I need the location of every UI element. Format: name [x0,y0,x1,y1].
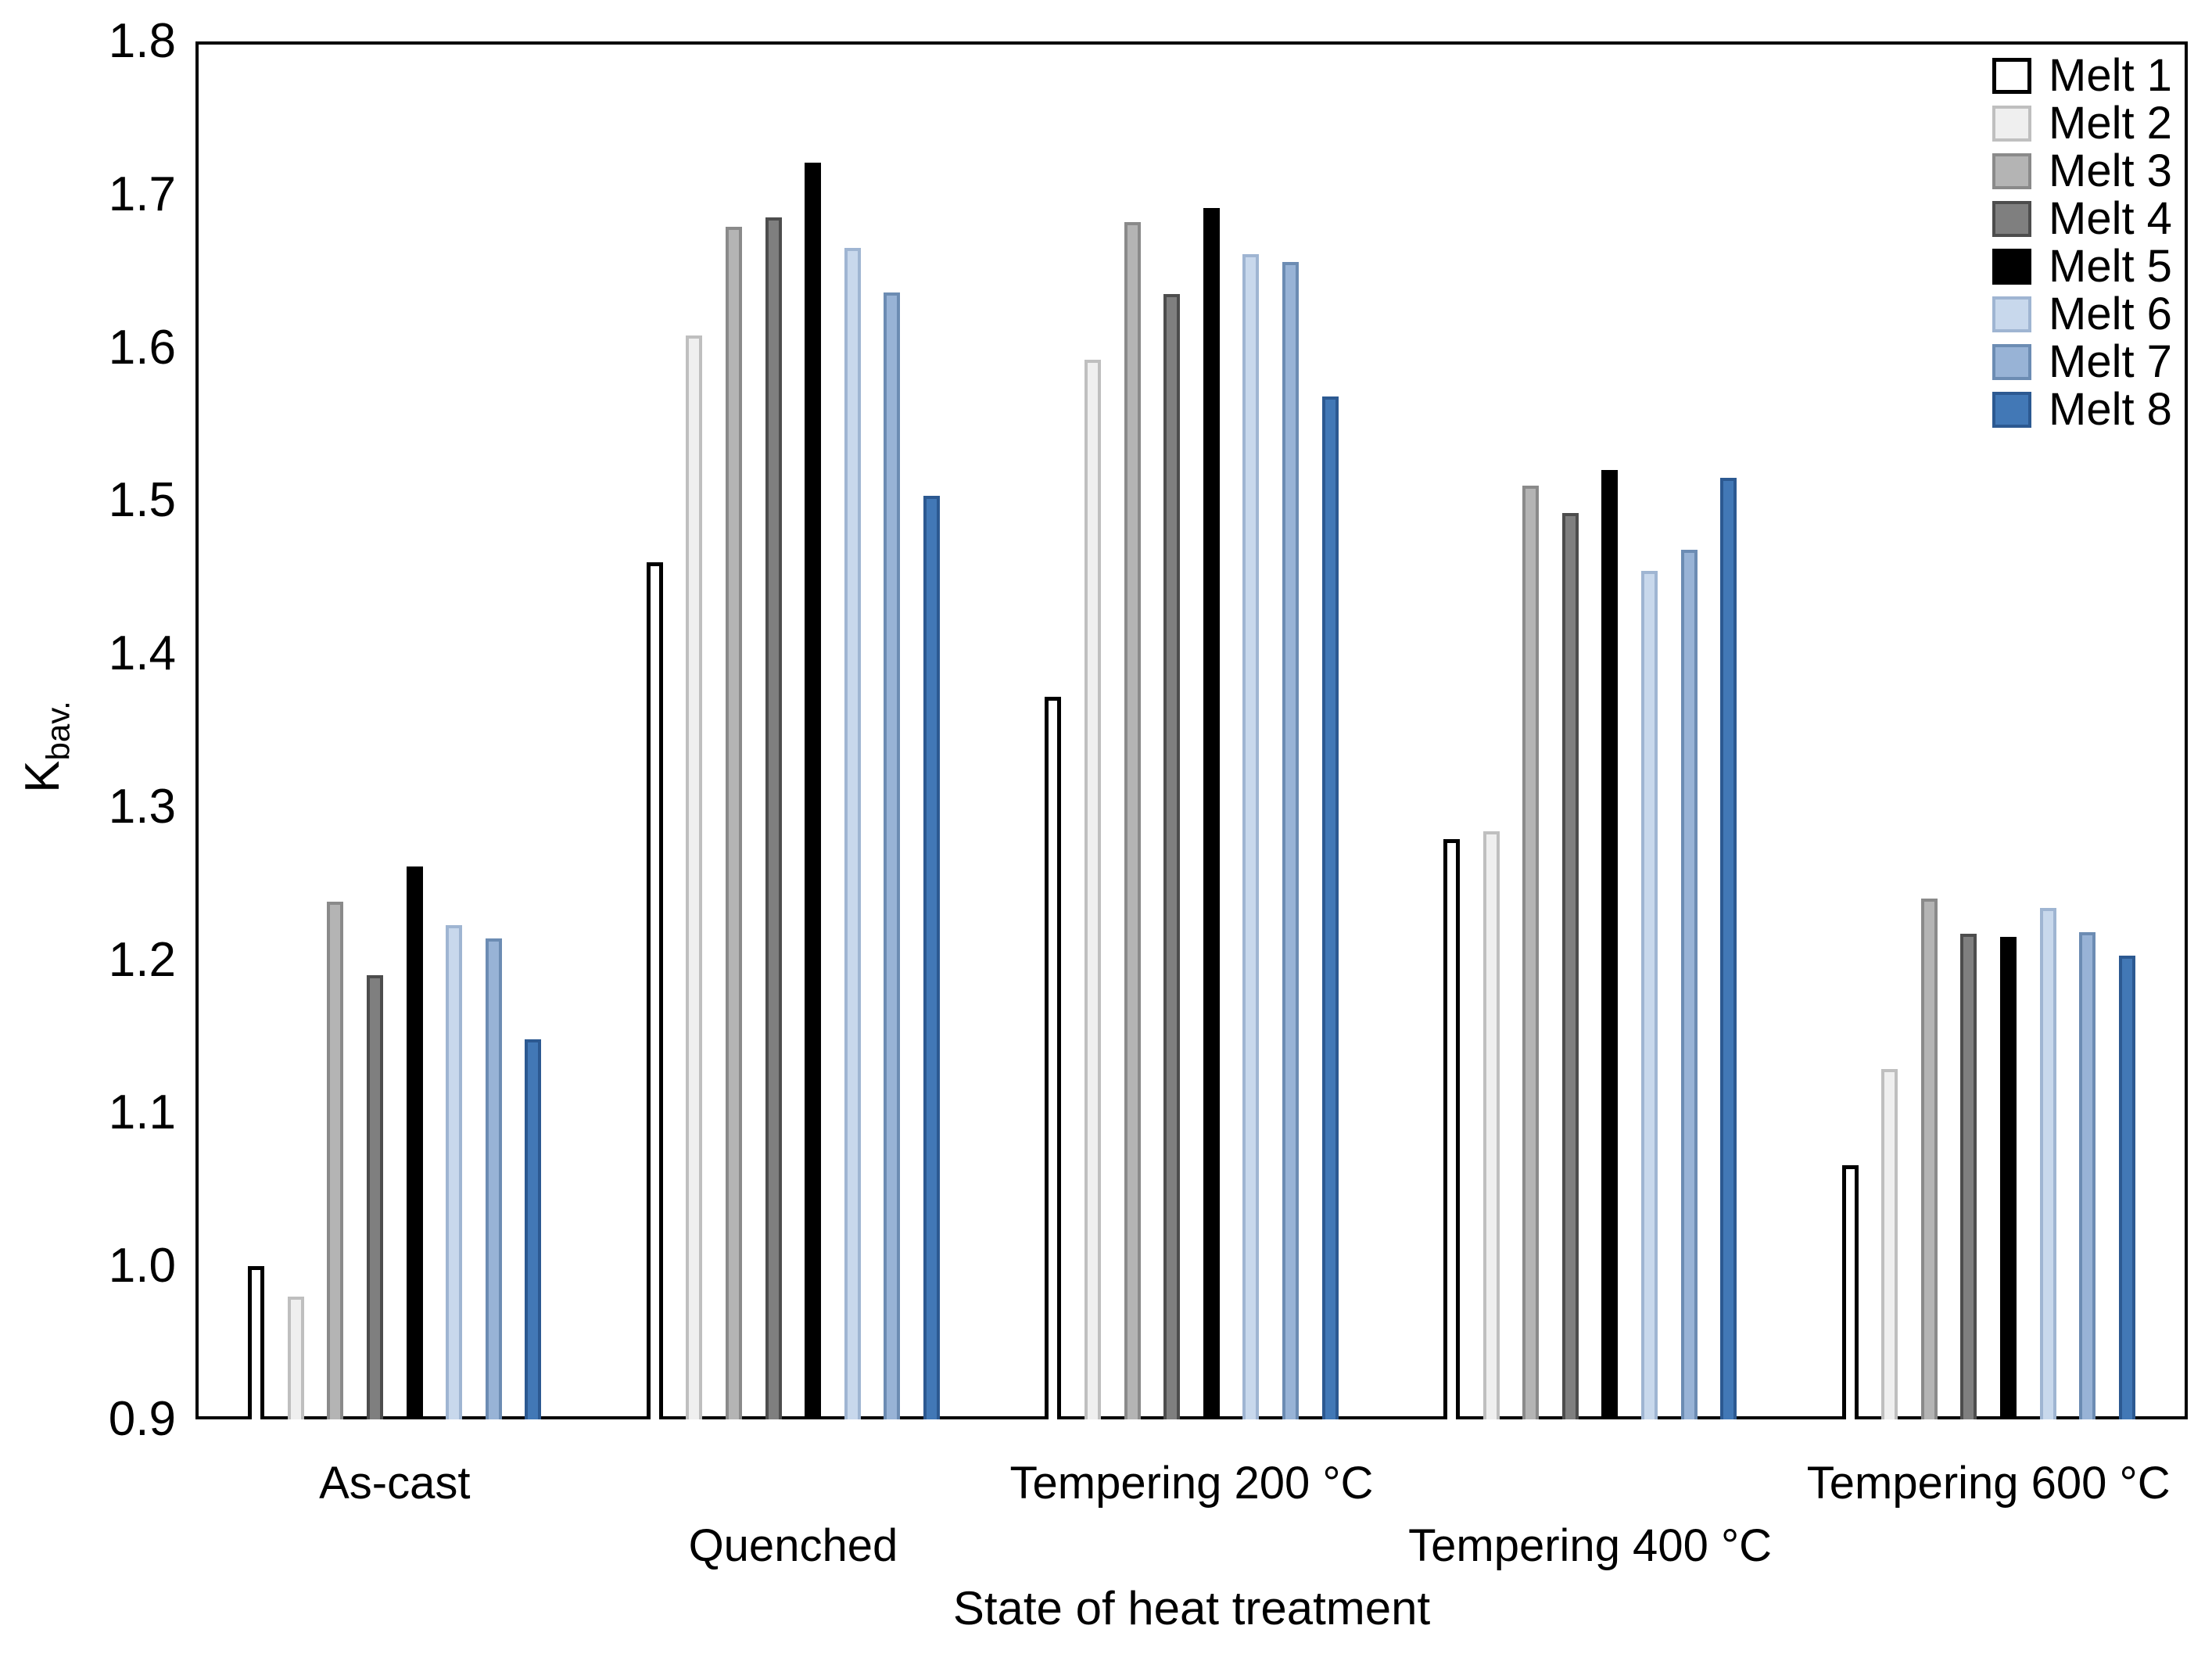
bar [1242,254,1259,1419]
bar [2079,932,2095,1419]
bar [1322,396,1339,1419]
legend-item: Melt 6 [1992,289,2172,339]
bar [486,938,502,1419]
bar [1084,360,1101,1419]
y-axis-title-subscript: bav. [39,701,77,761]
bar [525,1039,541,1419]
bar [367,975,383,1419]
bar [1522,486,1539,1419]
bar [1443,839,1460,1419]
bar [1641,571,1658,1419]
legend-swatch [1992,343,2031,380]
legend-label: Melt 1 [2049,50,2172,101]
bar [1601,470,1618,1419]
bar [1282,262,1299,1419]
bar [884,292,900,1419]
y-tick-label: 0.9 [108,1392,176,1446]
legend-swatch [1992,152,2031,189]
bar [1681,550,1698,1419]
bar [288,1297,304,1419]
bar [726,227,742,1419]
legend-item: Melt 3 [1992,145,2172,196]
y-axis-title-main: K [16,760,70,793]
legend: Melt 1 Melt 2 Melt 3 Melt 4 Melt 5 Melt 6 Melt… [1992,50,2172,435]
legend-item: Melt 1 [1992,50,2172,101]
y-tick-label: 1.3 [108,779,176,834]
bar [686,335,702,1419]
legend-label: Melt 2 [2049,98,2172,149]
y-tick-label: 1.4 [108,626,176,681]
bar [1921,899,1938,1419]
legend-item: Melt 4 [1992,193,2172,244]
bar [844,248,861,1419]
legend-swatch [1992,296,2031,332]
bar [923,496,940,1419]
legend-label: Melt 8 [2049,384,2172,435]
y-tick-label: 1.1 [108,1085,176,1140]
bar [2119,956,2135,1419]
bar [1045,697,1061,1419]
legend-swatch [1992,200,2031,237]
legend-label: Melt 4 [2049,193,2172,244]
bar [446,925,462,1419]
bar [1483,831,1500,1419]
bar [1562,513,1579,1419]
y-tick-label: 1.2 [108,932,176,987]
y-tick-label: 1.7 [108,167,176,221]
legend-label: Melt 3 [2049,145,2172,196]
bar [407,866,423,1419]
bar [1842,1165,1859,1419]
bar [2040,908,2056,1419]
bar [1720,478,1737,1419]
bar [1881,1069,1898,1419]
bar [248,1266,264,1419]
y-tick-label: 1.5 [108,473,176,528]
bar [805,163,821,1419]
bar [1960,934,1977,1419]
legend-item: Melt 5 [1992,241,2172,292]
y-tick-label: 1.8 [108,14,176,68]
category-label: Quenched [688,1520,898,1571]
legend-swatch [1992,57,2031,94]
y-tick-label: 1.6 [108,320,176,375]
bar [1203,208,1220,1419]
legend-swatch [1992,248,2031,285]
legend-label: Melt 7 [2049,336,2172,387]
plot-area [195,41,2188,1419]
bar [327,902,343,1419]
bar [1163,294,1180,1419]
bar [765,217,782,1419]
legend-item: Melt 8 [1992,384,2172,435]
category-label: Tempering 600 °C [1806,1458,2171,1509]
legend-label: Melt 6 [2049,289,2172,339]
bar [647,562,663,1419]
bar [1124,222,1141,1419]
bar [2000,937,2017,1419]
category-label: Tempering 200 °C [1009,1458,1374,1509]
category-label: As-cast [319,1458,471,1509]
legend-label: Melt 5 [2049,241,2172,292]
legend-item: Melt 2 [1992,98,2172,149]
legend-swatch [1992,105,2031,142]
y-axis-title: Kbav. [8,630,78,864]
x-axis-title: State of heat treatment [952,1582,1431,1634]
legend-swatch [1992,391,2031,428]
y-tick-label: 1.0 [108,1239,176,1293]
legend-item: Melt 7 [1992,336,2172,387]
category-label: Tempering 400 °C [1408,1520,1773,1571]
